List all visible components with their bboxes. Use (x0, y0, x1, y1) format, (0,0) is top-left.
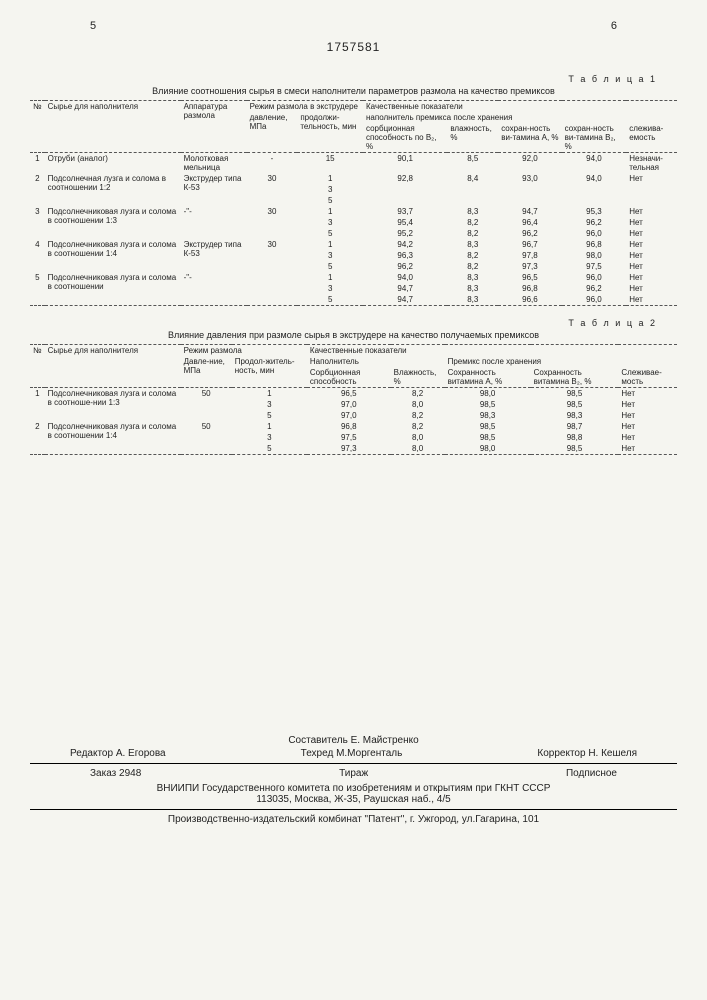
table1-caption: Влияние соотношения сырья в смеси наполн… (30, 86, 677, 96)
th2-quality: Качественные показатели (307, 345, 677, 356)
page-right: 6 (611, 20, 617, 32)
tech-name: М.Моргенталь (336, 748, 402, 759)
th2-vita: Сохранность витамина А, % (445, 367, 531, 388)
org: ВНИИПИ Государственного комитета по изоб… (30, 783, 677, 794)
editor-name: А. Егорова (116, 748, 166, 759)
th2-cake: Слеживае-мость (618, 367, 677, 388)
editor-label: Редактор (70, 748, 113, 759)
th2-nn: № (30, 345, 45, 388)
th-quality: Качественные показатели (363, 101, 677, 112)
table-row: 4Подсолнечниковая лузга и солома в соотн… (30, 239, 677, 250)
th2-premix: Премикс после хранения (445, 356, 677, 367)
table1-label: Т а б л и ц а 1 (30, 74, 657, 84)
page-left: 5 (90, 20, 96, 32)
table-row: 2Подсолнечная лузга и солома в соотношен… (30, 173, 677, 184)
tech-label: Техред (301, 748, 334, 759)
tirazh: Тираж (339, 768, 368, 779)
th-duration: продолжи-тельность, мин (297, 112, 363, 153)
table-row: 3Подсолнечниковая лузга и солома в соотн… (30, 206, 677, 217)
th2-vitb: Сохранность витамина В₂, % (531, 367, 619, 388)
th2-moist: Влажность, % (391, 367, 445, 388)
table-row: 1Подсолнечниковая лузга и солома в соотн… (30, 388, 677, 399)
th-cake: слежива-емость (626, 123, 677, 153)
th-filler: наполнитель премикса после хранения (363, 112, 677, 123)
compiler-label: Составитель (288, 735, 347, 746)
th-mode: Режим размола в экструдере (247, 101, 363, 112)
prod: Производственно-издательский комбинат "П… (30, 814, 677, 825)
table1: № Сырье для наполнителя Аппаратура размо… (30, 100, 677, 306)
footer: Составитель Е. Майстренко Редактор А. Ег… (30, 735, 677, 825)
th-sorb: сорбционная способность по В₂, % (363, 123, 447, 153)
th2-duration: Продол-житель-ность, мин (232, 356, 307, 388)
table2-label: Т а б л и ц а 2 (30, 318, 657, 328)
th2-raw: Сырье для наполнителя (45, 345, 181, 388)
th2-pressure: Давле-ние, МПа (181, 356, 232, 388)
order-label: Заказ (90, 768, 116, 779)
order-num: 2948 (119, 768, 141, 779)
th-nn: № (30, 101, 45, 153)
table2-caption: Влияние давления при размоле сырья в экс… (30, 330, 677, 340)
th-raw: Сырье для наполнителя (45, 101, 181, 153)
th-moist: влажность, % (447, 123, 498, 153)
corrector-name: Н. Кешеля (588, 748, 637, 759)
corrector-label: Корректор (537, 748, 585, 759)
table2: № Сырье для наполнителя Режим размола Ка… (30, 344, 677, 455)
patent-number: 1757581 (30, 40, 677, 54)
table-row: 5Подсолнечниковая лузга и солома в соотн… (30, 272, 677, 283)
compiler-name: Е. Майстренко (351, 735, 419, 746)
addr: 113035, Москва, Ж-35, Раушская наб., 4/5 (30, 794, 677, 805)
page-numbers: 5 6 (90, 20, 617, 32)
th2-sorb: Сорбционная способность (307, 367, 391, 388)
th-pressure: давление, МПа (247, 112, 298, 153)
th-vita: сохран-ность ви-тамина А, % (498, 123, 561, 153)
table-row: 1Отруби (аналог)Молотковая мельница-1590… (30, 153, 677, 173)
table-row: 2Подсолнечниковая лузга и солома в соотн… (30, 421, 677, 432)
th2-mode: Режим размола (181, 345, 307, 356)
th-app: Аппаратура размола (181, 101, 247, 153)
th-vitb: сохран-ность ви-тамина В₂, % (562, 123, 627, 153)
th2-filler: Наполнитель (307, 356, 445, 367)
podpis: Подписное (566, 768, 617, 779)
